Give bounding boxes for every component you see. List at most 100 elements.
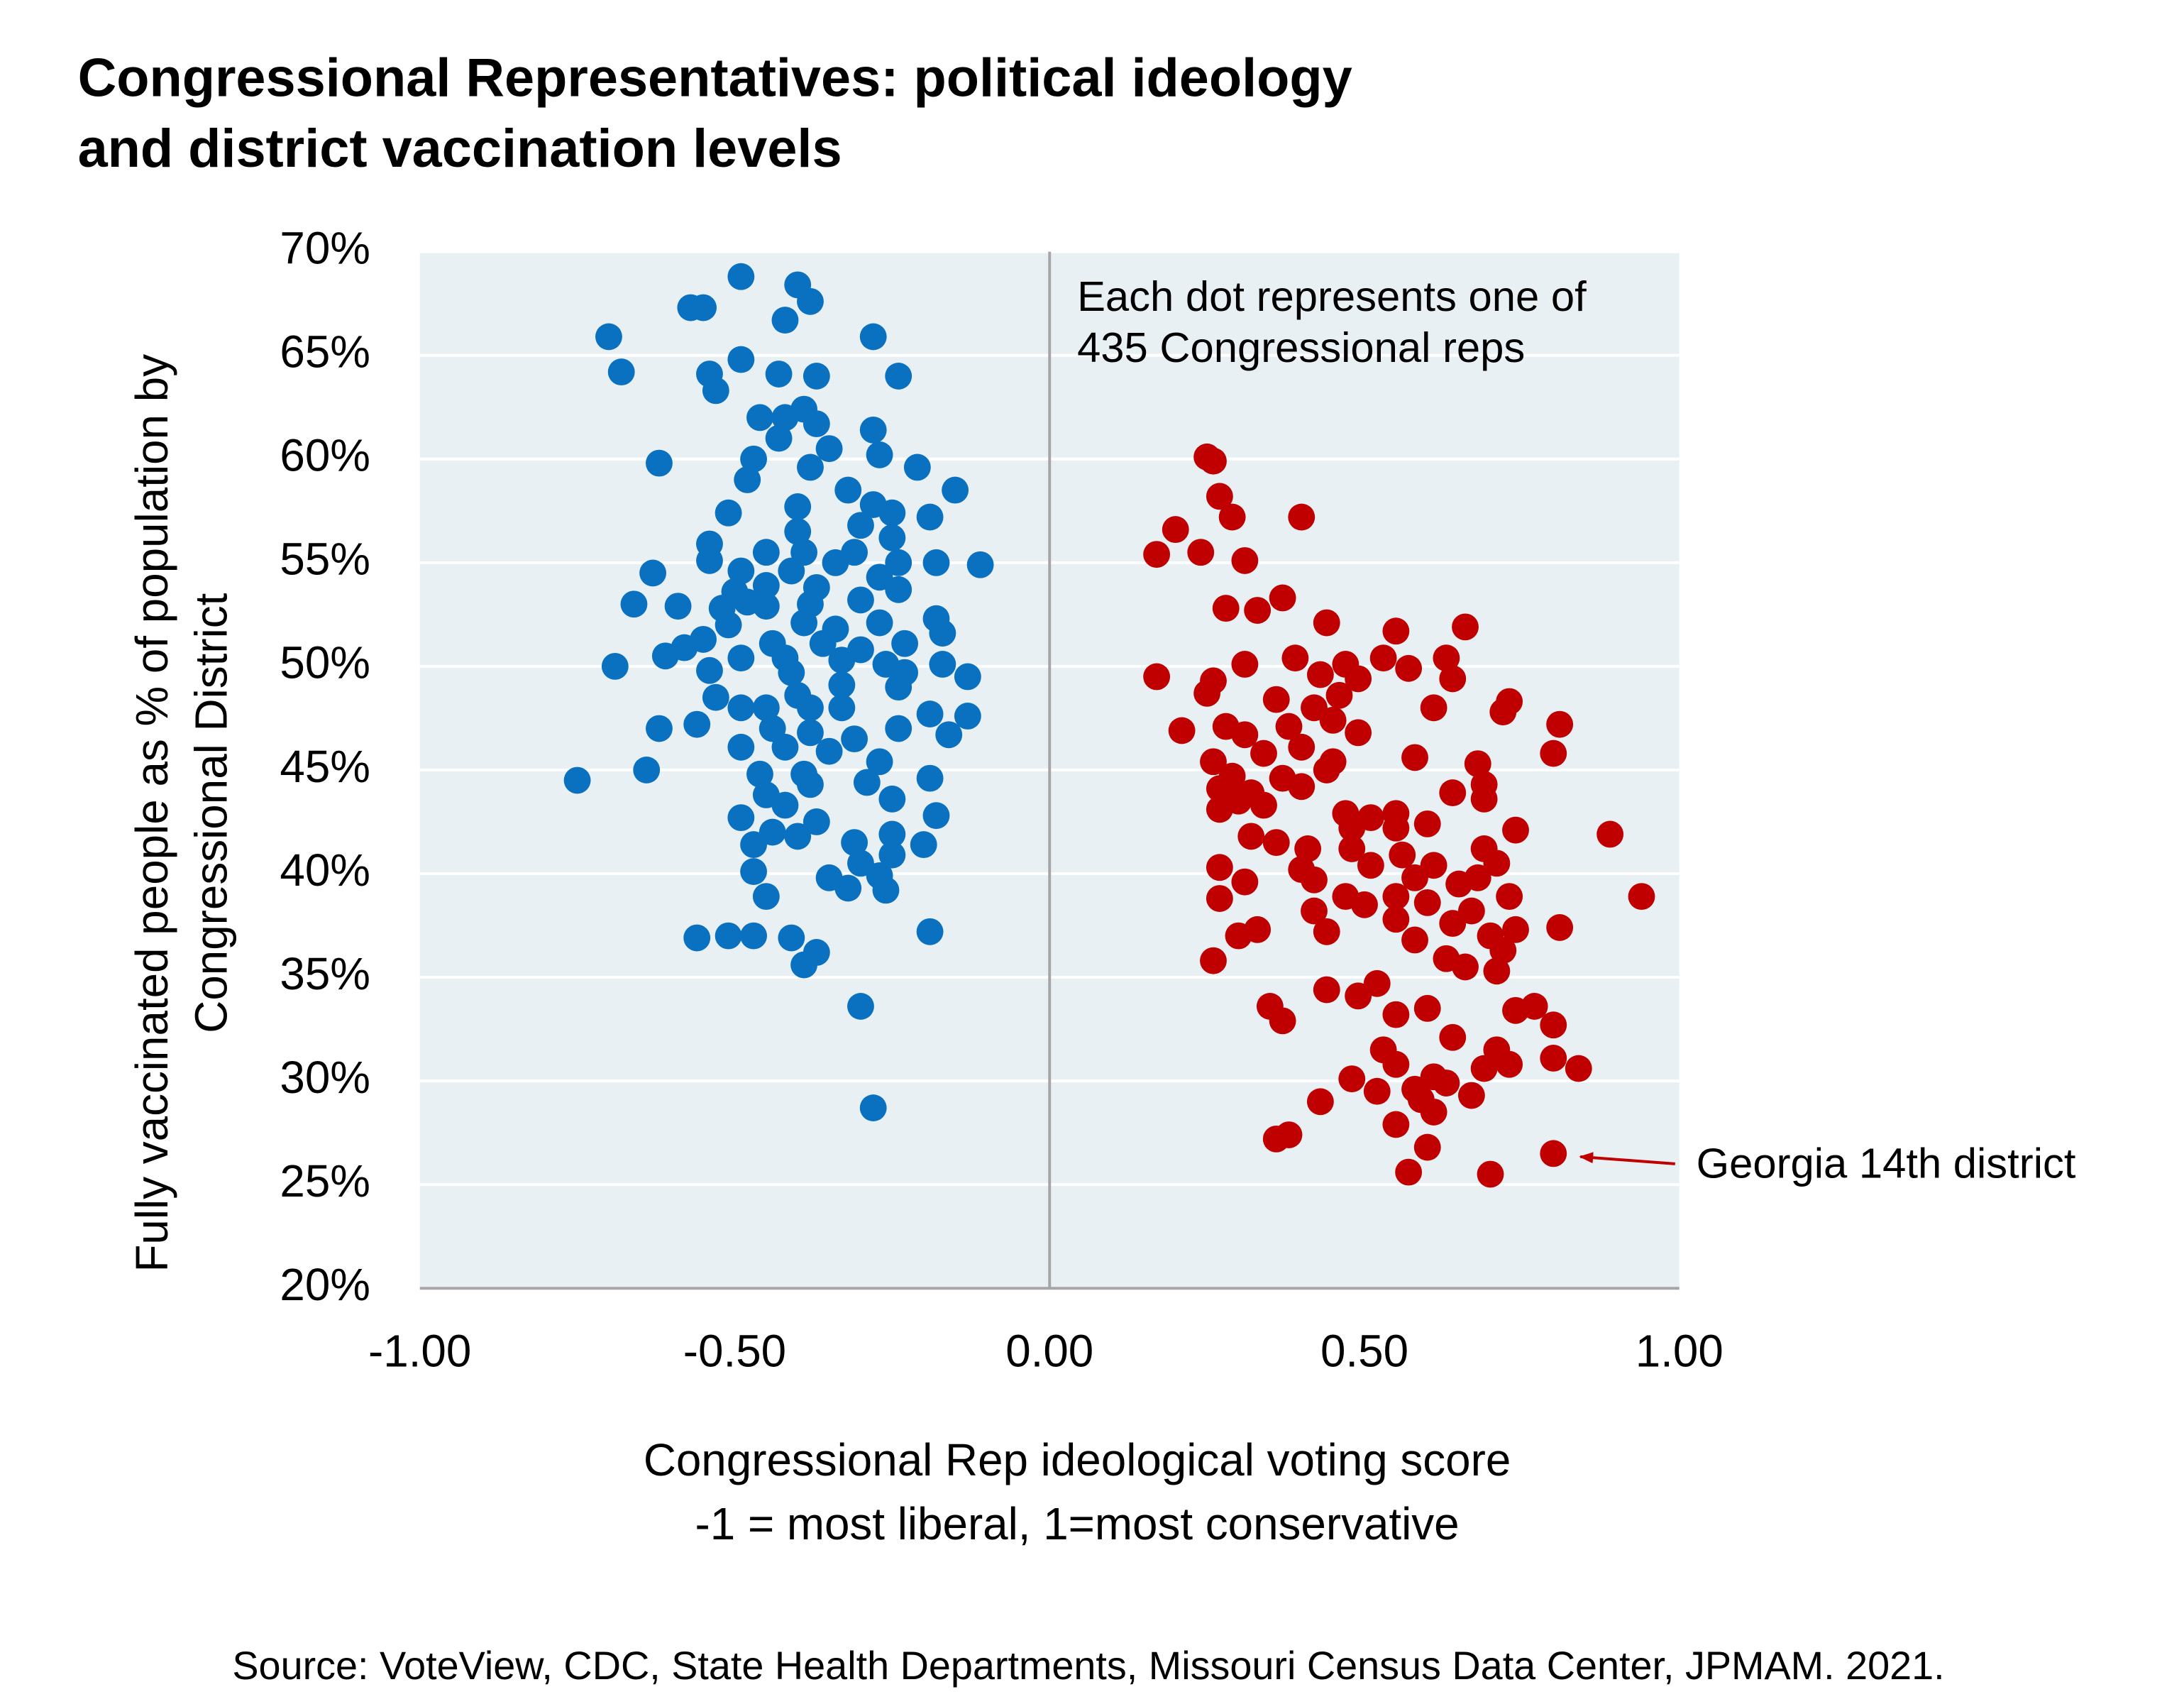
point	[859, 323, 887, 351]
point	[853, 769, 881, 796]
point	[1319, 748, 1347, 776]
point	[954, 703, 981, 730]
point	[784, 823, 812, 850]
point	[885, 363, 912, 390]
point	[639, 559, 667, 587]
point	[922, 549, 950, 576]
point	[1262, 1125, 1290, 1153]
point	[1168, 717, 1196, 744]
point	[916, 503, 944, 531]
point	[1382, 814, 1410, 842]
point	[702, 377, 729, 405]
point	[1294, 835, 1322, 862]
y-tick-label: 45%	[280, 741, 370, 792]
point	[601, 652, 629, 680]
point	[878, 841, 906, 869]
point	[1225, 787, 1252, 815]
point	[847, 850, 874, 877]
point	[778, 924, 805, 952]
point	[1369, 644, 1397, 672]
point	[1231, 546, 1259, 574]
point	[803, 410, 830, 438]
point	[1225, 922, 1252, 950]
point	[771, 307, 799, 334]
y-axis-label: Congressional District	[186, 593, 237, 1033]
point	[847, 586, 874, 614]
point	[740, 858, 768, 885]
point	[797, 719, 824, 747]
point	[891, 630, 919, 657]
note: Each dot represents one of	[1077, 273, 1587, 320]
point	[1389, 841, 1416, 869]
point	[1470, 785, 1498, 813]
point	[1345, 982, 1372, 1010]
point	[1628, 883, 1655, 911]
point	[878, 524, 906, 551]
point	[1457, 897, 1485, 925]
point	[954, 663, 981, 691]
point	[778, 659, 805, 686]
point	[1382, 883, 1410, 911]
point	[866, 441, 893, 468]
point	[727, 557, 755, 585]
point	[752, 593, 780, 620]
point	[1363, 969, 1391, 997]
point	[727, 263, 755, 290]
point	[1540, 1140, 1567, 1167]
point	[885, 715, 912, 742]
point	[1382, 617, 1410, 645]
point	[1338, 835, 1366, 862]
point	[740, 445, 768, 473]
point	[607, 358, 635, 386]
point	[1244, 597, 1272, 624]
point	[752, 694, 780, 722]
point	[834, 874, 862, 902]
point	[1401, 926, 1428, 954]
point	[1464, 864, 1491, 891]
point	[1301, 694, 1328, 722]
point	[1433, 1070, 1460, 1096]
point	[752, 539, 780, 566]
point	[1413, 889, 1441, 916]
point	[1338, 1065, 1366, 1093]
point	[1413, 1133, 1441, 1161]
point	[1452, 613, 1479, 641]
point	[809, 630, 837, 657]
point	[1275, 713, 1303, 740]
point	[1565, 1055, 1592, 1082]
point	[1269, 1007, 1296, 1035]
point	[690, 294, 717, 321]
point	[1301, 897, 1328, 925]
y-tick-label: 60%	[280, 430, 370, 481]
point	[1457, 1082, 1485, 1109]
point	[1363, 1077, 1391, 1105]
point	[1206, 885, 1233, 912]
x-axis-label: Congressional Rep ideological voting sco…	[644, 1434, 1511, 1485]
point	[1143, 541, 1171, 568]
point	[822, 549, 849, 576]
point	[633, 757, 661, 784]
point	[734, 466, 761, 493]
point	[942, 476, 969, 504]
point	[916, 918, 944, 945]
point	[1250, 791, 1277, 819]
point	[878, 499, 906, 527]
point	[1231, 651, 1259, 678]
y-tick-label: 70%	[280, 223, 370, 274]
x-tick-label: 0.50	[1320, 1326, 1408, 1377]
point	[885, 549, 912, 576]
point	[1237, 823, 1265, 850]
point	[1338, 814, 1366, 842]
point	[1313, 609, 1340, 637]
point	[784, 493, 812, 520]
point	[1313, 918, 1340, 945]
point	[765, 361, 793, 387]
point	[1401, 744, 1428, 771]
point	[1301, 866, 1328, 894]
point	[1231, 868, 1259, 896]
point	[1483, 850, 1511, 877]
point	[834, 476, 862, 504]
point	[790, 951, 818, 979]
point	[1382, 1050, 1410, 1078]
